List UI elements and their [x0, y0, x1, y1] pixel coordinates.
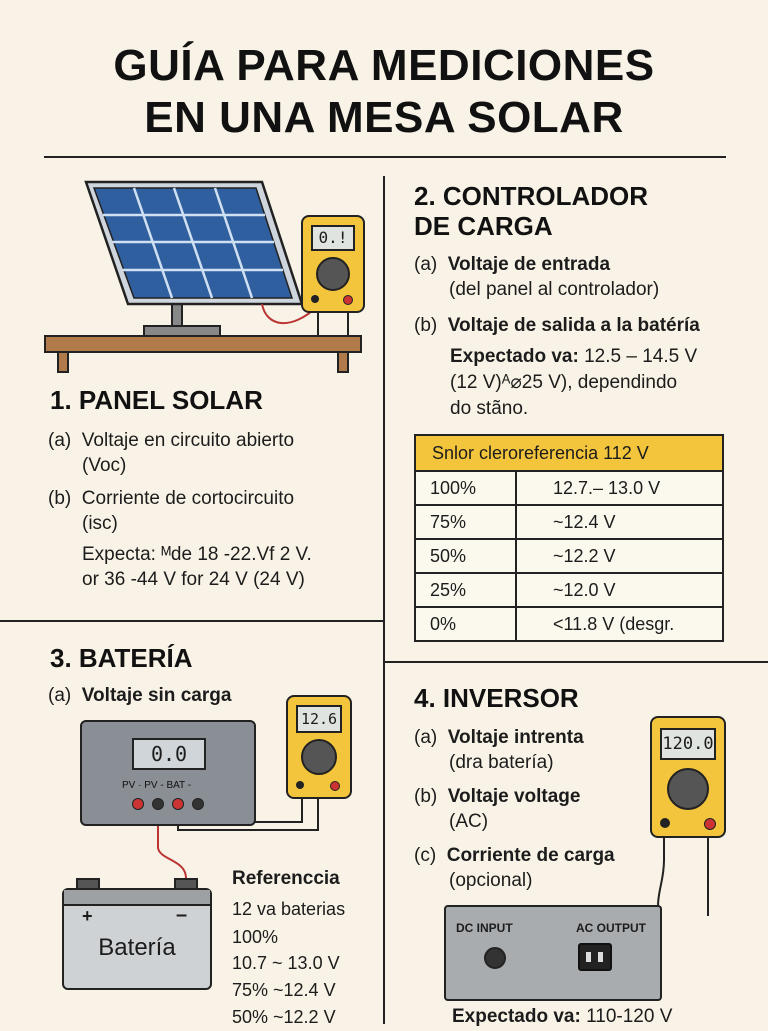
controller-display: 0.0 — [132, 738, 206, 770]
terminal-pv-neg — [152, 798, 164, 810]
table-row: 75% ~12.4 V — [414, 504, 724, 540]
meter-display: 0.! — [311, 225, 355, 251]
meter-dial-icon — [316, 257, 350, 291]
section4-item-c: (c) Corriente de carga — [414, 845, 615, 866]
section1-item-b: (b) Corriente de cortocircuito — [48, 488, 295, 509]
title-divider — [44, 156, 726, 158]
charge-controller: 0.0 PV · PV - BAT - — [80, 720, 256, 826]
table-row: 0% <11.8 V (desgr. — [414, 606, 724, 642]
section2-expected-line1: Expectado va: 12.5 – 14.5 V — [450, 346, 698, 367]
section1-item-b-sub: (isc) — [82, 513, 118, 534]
section2-item-b: (b) Voltaje de salida a la batéría — [414, 315, 700, 336]
section2-expected-line2: (12 V)ᴬ⌀25 V), dependindo — [450, 372, 678, 393]
dc-input-label: DC INPUT — [456, 921, 513, 935]
section4-item-c-sub: (opcional) — [449, 870, 533, 891]
soc-table-header: Snlor cleroreferencia 112 V — [414, 434, 724, 472]
solar-panel-illustration — [44, 180, 362, 373]
terminal-bat-neg — [192, 798, 204, 810]
table-row: 100% 12.7.– 13.0 V — [414, 470, 724, 506]
meter-display: 120.0 — [660, 728, 716, 760]
section4-heading: 4. INVERSOR — [414, 683, 579, 713]
page-title-line2: EN UNA MESA SOLAR — [144, 93, 624, 142]
meter-dial-icon — [667, 768, 709, 810]
terminal-pv-pos — [132, 798, 144, 810]
battery-label: Batería — [98, 934, 176, 961]
dc-input-jack-icon — [484, 947, 506, 969]
terminal-bat-pos — [172, 798, 184, 810]
ac-output-label: AC OUTPUT — [576, 921, 646, 935]
table-row: 25% ~12.0 V — [414, 572, 724, 608]
section4-expected: Expectado va: 110-120 V — [452, 1006, 673, 1027]
battery-plus: + — [82, 906, 93, 926]
section2-item-a-sub: (del panel al controlador) — [449, 279, 660, 300]
meter-display: 12.6 — [296, 705, 342, 733]
section1-note-line1: Expecta: ᴹde 18 -22.Vf 2 V. — [82, 544, 312, 565]
meter-port-volt — [330, 781, 340, 791]
battery-icon: + – Batería — [62, 888, 212, 990]
section4-item-b: (b) Voltaje voltage — [414, 786, 581, 807]
section4-item-b-sub: (AC) — [449, 811, 489, 832]
meter-port-volt — [343, 295, 353, 305]
multimeter-inverter: 120.0 — [650, 716, 726, 838]
meter-port-volt — [704, 818, 716, 830]
soc-table: Snlor cleroreferencia 112 V 100% 12.7.– 1… — [414, 434, 724, 642]
right-section-divider — [385, 661, 768, 663]
reference-line-2: 100% — [232, 927, 279, 947]
section4-item-a-sub: (dra batería) — [449, 752, 554, 773]
reference-line-5: 50% ~12.2 V — [232, 1007, 336, 1027]
battery-minus: – — [176, 904, 188, 926]
controller-terminal-labels: PV · PV - BAT - — [122, 780, 192, 791]
section2-heading-line1: 2. CONTROLADOR — [414, 181, 648, 211]
section3-item-a: (a) Voltaje sin carga — [48, 685, 232, 706]
vertical-divider — [383, 176, 385, 1024]
multimeter-battery: 12.6 — [286, 695, 352, 799]
reference-line-3: 10.7 ~ 13.0 V — [232, 953, 340, 973]
meter-port-com — [296, 781, 304, 789]
meter-port-com — [660, 818, 670, 828]
left-section-divider — [0, 620, 383, 622]
section2-item-a: (a) Voltaje de entrada — [414, 254, 611, 275]
section1-item-a-sub: (Voc) — [82, 455, 127, 476]
meter-dial-icon — [301, 739, 337, 775]
reference-heading: Referenccia — [232, 868, 340, 889]
section1-heading: 1. PANEL SOLAR — [50, 385, 263, 415]
multimeter-panel: 0.! — [301, 215, 365, 313]
section2-heading-line2: DE CARGA — [414, 211, 553, 241]
section1-item-a: (a) Voltaje en circuito abierto — [48, 430, 295, 451]
meter-port-com — [311, 295, 319, 303]
reference-line-1: 12 va baterias — [232, 899, 346, 919]
inverter-box: DC INPUT AC OUTPUT — [444, 905, 662, 1001]
table-row: 50% ~12.2 V — [414, 538, 724, 574]
section3-heading: 3. BATERÍA — [50, 643, 193, 673]
reference-line-4: 75% ~12.4 V — [232, 980, 336, 1000]
section4-item-a: (a) Voltaje intrenta — [414, 727, 584, 748]
section2-expected-line3: do stãno. — [450, 398, 529, 419]
ac-outlet-icon — [578, 943, 612, 971]
inverter-wiring — [657, 830, 709, 916]
section1-note-line2: or 36 -44 V for 24 V (24 V) — [82, 569, 305, 590]
page-title-line1: GUÍA PARA MEDICIONES — [113, 41, 655, 90]
